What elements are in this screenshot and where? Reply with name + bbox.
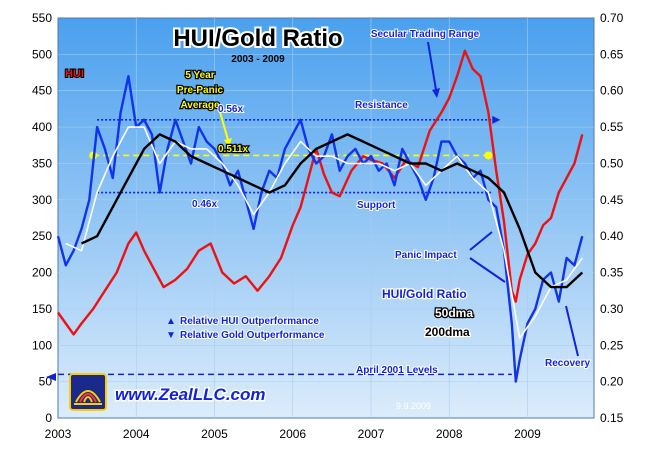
annotation-5-year: 5 Year bbox=[185, 70, 214, 81]
left-tick-label: 400 bbox=[32, 120, 52, 134]
left-tick-label: 150 bbox=[32, 302, 52, 316]
right-tick-label: 0.40 bbox=[600, 229, 624, 243]
right-tick-label: 0.45 bbox=[600, 193, 624, 207]
reference-lines bbox=[58, 115, 512, 376]
chart-subtitle: 2003 - 2009 bbox=[231, 54, 285, 65]
resistance-value-label: 0.56x bbox=[218, 104, 243, 115]
average-end-dot bbox=[484, 151, 493, 160]
zeal-logo-icon bbox=[69, 373, 107, 411]
hui-axis-label: HUI bbox=[65, 68, 84, 80]
right-tick-label: 0.50 bbox=[600, 156, 624, 170]
left-tick-label: 550 bbox=[32, 11, 52, 25]
series-line-50dma bbox=[65, 126, 583, 339]
series-line-200dma bbox=[80, 133, 584, 289]
left-tick-label: 250 bbox=[32, 229, 52, 243]
x-tick-label: 2007 bbox=[358, 427, 385, 441]
x-axis-ticks: 2003 2004 2005 2006 2007 2008 2009 bbox=[45, 427, 542, 441]
april-2001-left-arrow bbox=[46, 373, 56, 381]
annotation-average: Average bbox=[180, 100, 220, 111]
up-arrow-icon: ▲ bbox=[166, 316, 176, 327]
x-tick-label: 2006 bbox=[279, 427, 306, 441]
x-tick-label: 2008 bbox=[436, 427, 463, 441]
support-value-label: 0.46x bbox=[192, 199, 217, 210]
left-tick-label: 450 bbox=[32, 84, 52, 98]
legend-200dma: 200dma bbox=[425, 325, 470, 339]
x-tick-label: 2003 bbox=[45, 427, 72, 441]
x-tick-label: 2004 bbox=[123, 427, 150, 441]
annotation-pre-panic: Pre-Panic bbox=[177, 85, 224, 96]
right-tick-label: 0.30 bbox=[600, 302, 624, 316]
chart-date: 9.9.2009 bbox=[396, 401, 431, 411]
gridlines bbox=[58, 18, 594, 418]
annotation-april-2001: April 2001 Levels bbox=[356, 365, 438, 376]
annotation-gold-outperformance: Relative Gold Outperformance bbox=[180, 330, 325, 341]
right-tick-label: 0.55 bbox=[600, 120, 624, 134]
legend-ratio: HUI/Gold Ratio bbox=[382, 287, 467, 301]
right-tick-label: 0.70 bbox=[600, 11, 624, 25]
down-arrow-icon: ▼ bbox=[166, 330, 176, 341]
x-tick-label: 2009 bbox=[514, 427, 541, 441]
secular-arrow-up-shaft bbox=[427, 41, 437, 91]
right-tick-label: 0.15 bbox=[600, 411, 624, 425]
annotation-hui-outperformance: Relative HUI Outperformance bbox=[180, 316, 319, 327]
panic-arrow-2 bbox=[469, 257, 506, 283]
secular-arrow-up-head bbox=[432, 88, 440, 98]
right-axis-ticks: 0.15 0.20 0.25 0.30 0.35 0.40 0.45 0.50 0.55 0.60… bbox=[600, 11, 624, 425]
annotation-resistance: Resistance bbox=[355, 100, 408, 111]
right-tick-label: 0.20 bbox=[600, 375, 624, 389]
zeal-url: www.ZealLLC.com bbox=[115, 385, 266, 404]
left-tick-label: 0 bbox=[45, 411, 52, 425]
series-layer bbox=[56, 49, 584, 383]
left-tick-label: 350 bbox=[32, 156, 52, 170]
right-tick-label: 0.60 bbox=[600, 84, 624, 98]
chart-title: HUI/Gold Ratio bbox=[173, 25, 342, 52]
right-tick-label: 0.65 bbox=[600, 47, 624, 61]
plot-area bbox=[57, 17, 595, 419]
x-tick-label: 2005 bbox=[201, 427, 228, 441]
left-tick-label: 300 bbox=[32, 193, 52, 207]
average-arrow-head bbox=[224, 138, 232, 147]
annotation-support: Support bbox=[357, 200, 396, 211]
left-tick-label: 500 bbox=[32, 47, 52, 61]
annotation-secular-range: Secular Trading Range bbox=[371, 29, 480, 40]
annotation-panic-impact: Panic Impact bbox=[395, 250, 457, 261]
annotation-recovery: Recovery bbox=[545, 358, 590, 369]
average-arrow-shaft bbox=[219, 111, 229, 141]
resistance-arrowhead bbox=[492, 115, 501, 124]
average-value-label: 0.511x bbox=[218, 144, 248, 155]
left-tick-label: 200 bbox=[32, 266, 52, 280]
right-tick-label: 0.35 bbox=[600, 266, 624, 280]
legend-50dma: 50dma bbox=[435, 306, 473, 320]
left-tick-label: 100 bbox=[32, 338, 52, 352]
right-tick-label: 0.25 bbox=[600, 338, 624, 352]
series-line-hui bbox=[57, 49, 584, 336]
panic-arrow-1 bbox=[469, 231, 493, 251]
recovery-arrow bbox=[565, 305, 579, 357]
